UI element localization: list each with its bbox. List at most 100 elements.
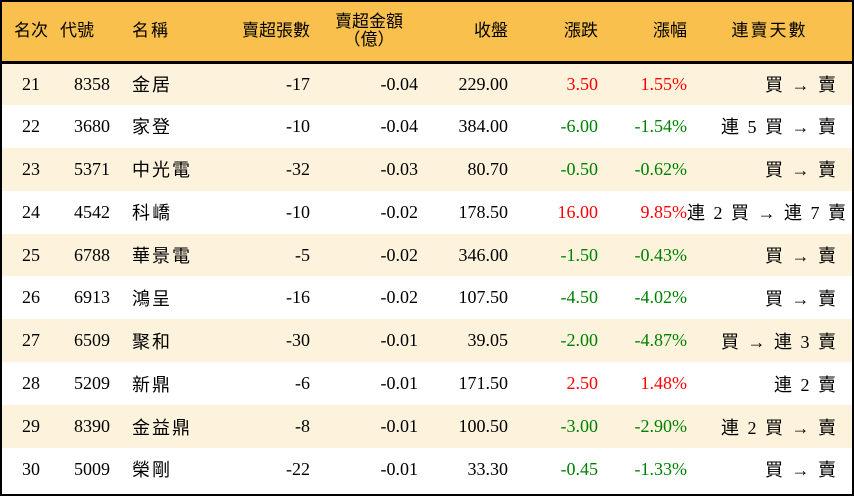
cell-streak: 連 2 買 → 賣: [721, 417, 838, 438]
header-change-pct: 漲幅: [598, 2, 687, 64]
cell-net-sell-sheets: -5: [295, 244, 310, 265]
table-row: 27 6509 聚和 -30 -0.01 39.05 -2.00 -4.87% …: [2, 319, 852, 363]
cell-change-pct: -0.43%: [634, 244, 688, 265]
cell-change-pct: -4.87%: [634, 330, 688, 351]
cell-net-sell-amount: -0.02: [380, 244, 419, 265]
cell-code: 6788: [74, 244, 110, 265]
cell-streak: 連 2 買 → 連 7 賣: [687, 203, 848, 224]
cell-net-sell-amount: -0.01: [380, 330, 419, 351]
cell-change: -6.00: [560, 115, 599, 136]
cell-code: 5209: [74, 373, 110, 394]
cell-change: -1.50: [560, 244, 599, 265]
cell-net-sell-sheets: -6: [295, 373, 310, 394]
cell-net-sell-sheets: -30: [286, 330, 310, 351]
cell-net-sell-amount: -0.01: [380, 373, 419, 394]
cell-net-sell-amount: -0.01: [380, 416, 419, 437]
cell-close: 39.05: [467, 330, 509, 351]
header-net-sell-amount: 賣超金額 （億）: [310, 2, 418, 64]
cell-rank: 29: [22, 416, 40, 437]
cell-rank: 27: [22, 330, 40, 351]
cell-change: 16.00: [557, 201, 599, 222]
cell-change-pct: -1.54%: [634, 115, 688, 136]
header-close: 收盤: [418, 2, 508, 64]
cell-close: 229.00: [458, 73, 509, 94]
cell-code: 3680: [74, 115, 110, 136]
table-body: 21 8358 金居 -17 -0.04 229.00 3.50 1.55% 買…: [2, 62, 852, 491]
cell-name: 榮剛: [132, 460, 172, 481]
cell-rank: 28: [22, 373, 40, 394]
cell-change: -3.00: [560, 416, 599, 437]
cell-rank: 23: [22, 158, 40, 179]
cell-change: -0.45: [560, 458, 599, 479]
cell-name: 新鼎: [132, 374, 172, 395]
cell-streak: 連 2 賣: [774, 374, 838, 395]
cell-close: 80.70: [467, 158, 509, 179]
cell-close: 178.50: [458, 201, 509, 222]
cell-close: 346.00: [458, 244, 509, 265]
header-name: 名稱: [130, 2, 217, 64]
cell-net-sell-sheets: -10: [286, 115, 310, 136]
cell-streak: 連 5 買 → 賣: [721, 117, 838, 138]
cell-name: 鴻呈: [132, 288, 172, 309]
table-row: 23 5371 中光電 -32 -0.03 80.70 -0.50 -0.62%…: [2, 147, 852, 191]
cell-name: 家登: [132, 117, 172, 138]
cell-net-sell-sheets: -10: [286, 201, 310, 222]
cell-change-pct: 1.55%: [640, 73, 688, 94]
cell-change-pct: -1.33%: [634, 458, 688, 479]
cell-rank: 25: [22, 244, 40, 265]
cell-net-sell-amount: -0.04: [380, 73, 419, 94]
header-change: 漲跌: [508, 2, 598, 64]
cell-name: 中光電: [132, 160, 192, 181]
cell-change-pct: 1.48%: [640, 373, 688, 394]
cell-name: 科嶠: [132, 203, 172, 224]
cell-code: 6913: [74, 287, 110, 308]
cell-rank: 24: [22, 201, 40, 222]
cell-streak: 買 → 賣: [765, 460, 838, 481]
header-net-sell-amount-line1: 賣超金額: [335, 12, 403, 32]
cell-net-sell-sheets: -17: [286, 73, 310, 94]
cell-close: 33.30: [467, 458, 509, 479]
table-row: 26 6913 鴻呈 -16 -0.02 107.50 -4.50 -4.02%…: [2, 276, 852, 320]
cell-name: 金居: [132, 75, 172, 96]
cell-code: 8358: [74, 73, 110, 94]
cell-net-sell-amount: -0.02: [380, 201, 419, 222]
cell-code: 8390: [74, 416, 110, 437]
cell-code: 6509: [74, 330, 110, 351]
cell-close: 107.50: [458, 287, 509, 308]
cell-net-sell-amount: -0.01: [380, 458, 419, 479]
table-row: 28 5209 新鼎 -6 -0.01 171.50 2.50 1.48% 連 …: [2, 362, 852, 406]
header-code: 代號: [60, 2, 130, 64]
cell-name: 華景電: [132, 246, 192, 266]
header-net-sell-sheets: 賣超張數: [217, 2, 310, 64]
cell-net-sell-sheets: -22: [286, 458, 310, 479]
cell-code: 5009: [74, 458, 110, 479]
cell-change: 3.50: [566, 73, 599, 94]
cell-change: -2.00: [560, 330, 599, 351]
cell-close: 100.50: [458, 416, 509, 437]
header-rank: 名次: [2, 2, 60, 64]
table-row: 30 5009 榮剛 -22 -0.01 33.30 -0.45 -1.33% …: [2, 448, 852, 491]
table-row: 22 3680 家登 -10 -0.04 384.00 -6.00 -1.54%…: [2, 104, 852, 148]
table-row: 21 8358 金居 -17 -0.04 229.00 3.50 1.55% 買…: [2, 62, 852, 105]
cell-name: 金益鼎: [132, 417, 192, 438]
cell-change-pct: -4.02%: [634, 287, 688, 308]
cell-net-sell-sheets: -16: [286, 287, 310, 308]
cell-name: 聚和: [132, 331, 172, 352]
cell-streak: 買 → 連 3 賣: [721, 331, 838, 352]
cell-streak: 買 → 賣: [765, 246, 838, 266]
cell-change-pct: 9.85%: [640, 201, 688, 222]
cell-change: -0.50: [560, 158, 599, 179]
cell-net-sell-sheets: -8: [295, 416, 310, 437]
cell-rank: 22: [22, 115, 40, 136]
cell-close: 384.00: [458, 115, 509, 136]
cell-rank: 26: [22, 287, 40, 308]
table-row: 24 4542 科嶠 -10 -0.02 178.50 16.00 9.85% …: [2, 190, 852, 234]
cell-net-sell-sheets: -32: [286, 158, 310, 179]
cell-net-sell-amount: -0.03: [380, 158, 419, 179]
header-net-sell-amount-line2: （億）: [343, 30, 395, 50]
cell-rank: 21: [22, 73, 40, 94]
cell-net-sell-amount: -0.04: [380, 115, 419, 136]
cell-change: 2.50: [566, 373, 599, 394]
